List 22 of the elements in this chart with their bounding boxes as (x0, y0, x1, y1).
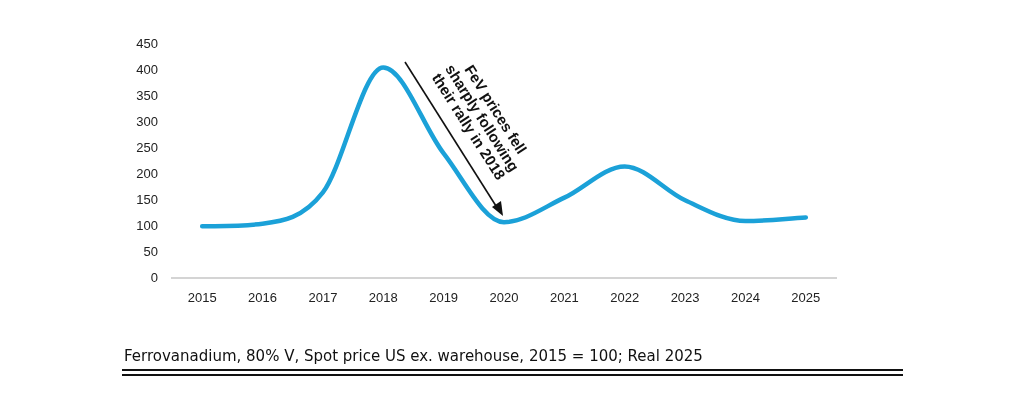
y-tick-label: 350 (136, 87, 158, 103)
x-tick-label: 2025 (791, 289, 821, 305)
y-tick-label: 0 (150, 269, 158, 285)
x-tick-label: 2018 (368, 289, 398, 305)
y-tick-label: 50 (143, 243, 158, 259)
y-tick-label: 200 (136, 165, 158, 181)
x-tick-label: 2022 (610, 289, 640, 305)
x-tick-label: 2024 (730, 289, 760, 305)
x-tick-label: 2019 (429, 289, 459, 305)
x-tick-label: 2023 (670, 289, 700, 305)
y-tick-label: 250 (136, 139, 158, 155)
x-tick-label: 2015 (187, 289, 217, 305)
x-tick-label: 2016 (248, 289, 278, 305)
x-tick-label: 2021 (549, 289, 579, 305)
x-tick-label: 2017 (308, 289, 338, 305)
y-tick-label: 300 (136, 113, 158, 129)
text: Ferrovanadium, 80% V, Spot price US ex. warehouse, 2015 = 100; Real 2025 (124, 347, 703, 365)
y-tick-label: 150 (136, 191, 158, 207)
x-tick-label: 2020 (489, 289, 519, 305)
y-tick-label: 100 (136, 217, 158, 233)
y-tick-label: 400 (136, 61, 158, 77)
y-tick-label: 450 (136, 35, 158, 51)
